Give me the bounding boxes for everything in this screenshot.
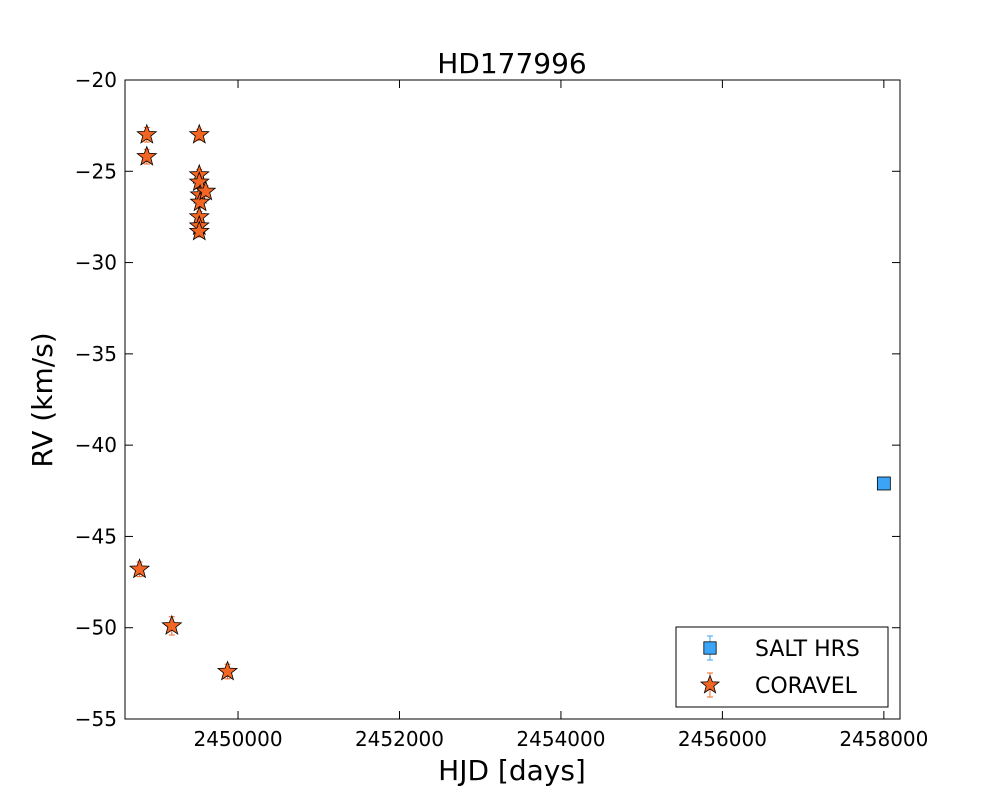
square-legend-icon <box>703 641 717 655</box>
y-tick-label: −50 <box>75 616 117 640</box>
coravel-point <box>161 614 183 635</box>
legend-label: CORAVEL <box>755 674 858 699</box>
coravel-point <box>188 123 210 144</box>
y-tick-label: −35 <box>75 342 117 366</box>
coravel-point <box>136 123 158 144</box>
legend: SALT HRS CORAVEL <box>675 626 889 708</box>
y-tick-label: −45 <box>75 524 117 548</box>
coravel-point <box>128 558 151 579</box>
coravel-point <box>136 145 158 166</box>
x-axis-label: HJD [days] <box>438 754 586 787</box>
y-tick-label: −40 <box>75 433 117 457</box>
y-tick-label: −25 <box>75 159 117 183</box>
x-tick-label: 2454000 <box>516 727 605 751</box>
legend-frame <box>675 626 889 708</box>
plot-frame <box>124 79 901 720</box>
chart-title: HD177996 <box>437 47 587 80</box>
star-legend-icon <box>699 674 721 694</box>
x-tick-label: 2458000 <box>839 727 928 751</box>
y-tick-label: −20 <box>75 68 117 92</box>
y-axis-label: RV (km/s) <box>26 332 59 467</box>
y-tick-label: −30 <box>75 251 117 275</box>
coravel-point <box>189 191 211 212</box>
x-tick-label: 2452000 <box>355 727 444 751</box>
legend-label: SALT HRS <box>755 637 860 662</box>
coravel-point <box>195 180 217 201</box>
salt-hrs-point <box>876 476 891 491</box>
coravel-point <box>188 220 210 241</box>
axis-ticks: 2450000 2452000 2454000 2456000 2458000 −20 −2… <box>75 68 929 751</box>
coravel-point <box>216 660 239 681</box>
y-tick-label: −55 <box>75 707 117 731</box>
x-tick-label: 2456000 <box>678 727 767 751</box>
plot-area <box>128 123 891 681</box>
x-tick-label: 2450000 <box>193 727 282 751</box>
